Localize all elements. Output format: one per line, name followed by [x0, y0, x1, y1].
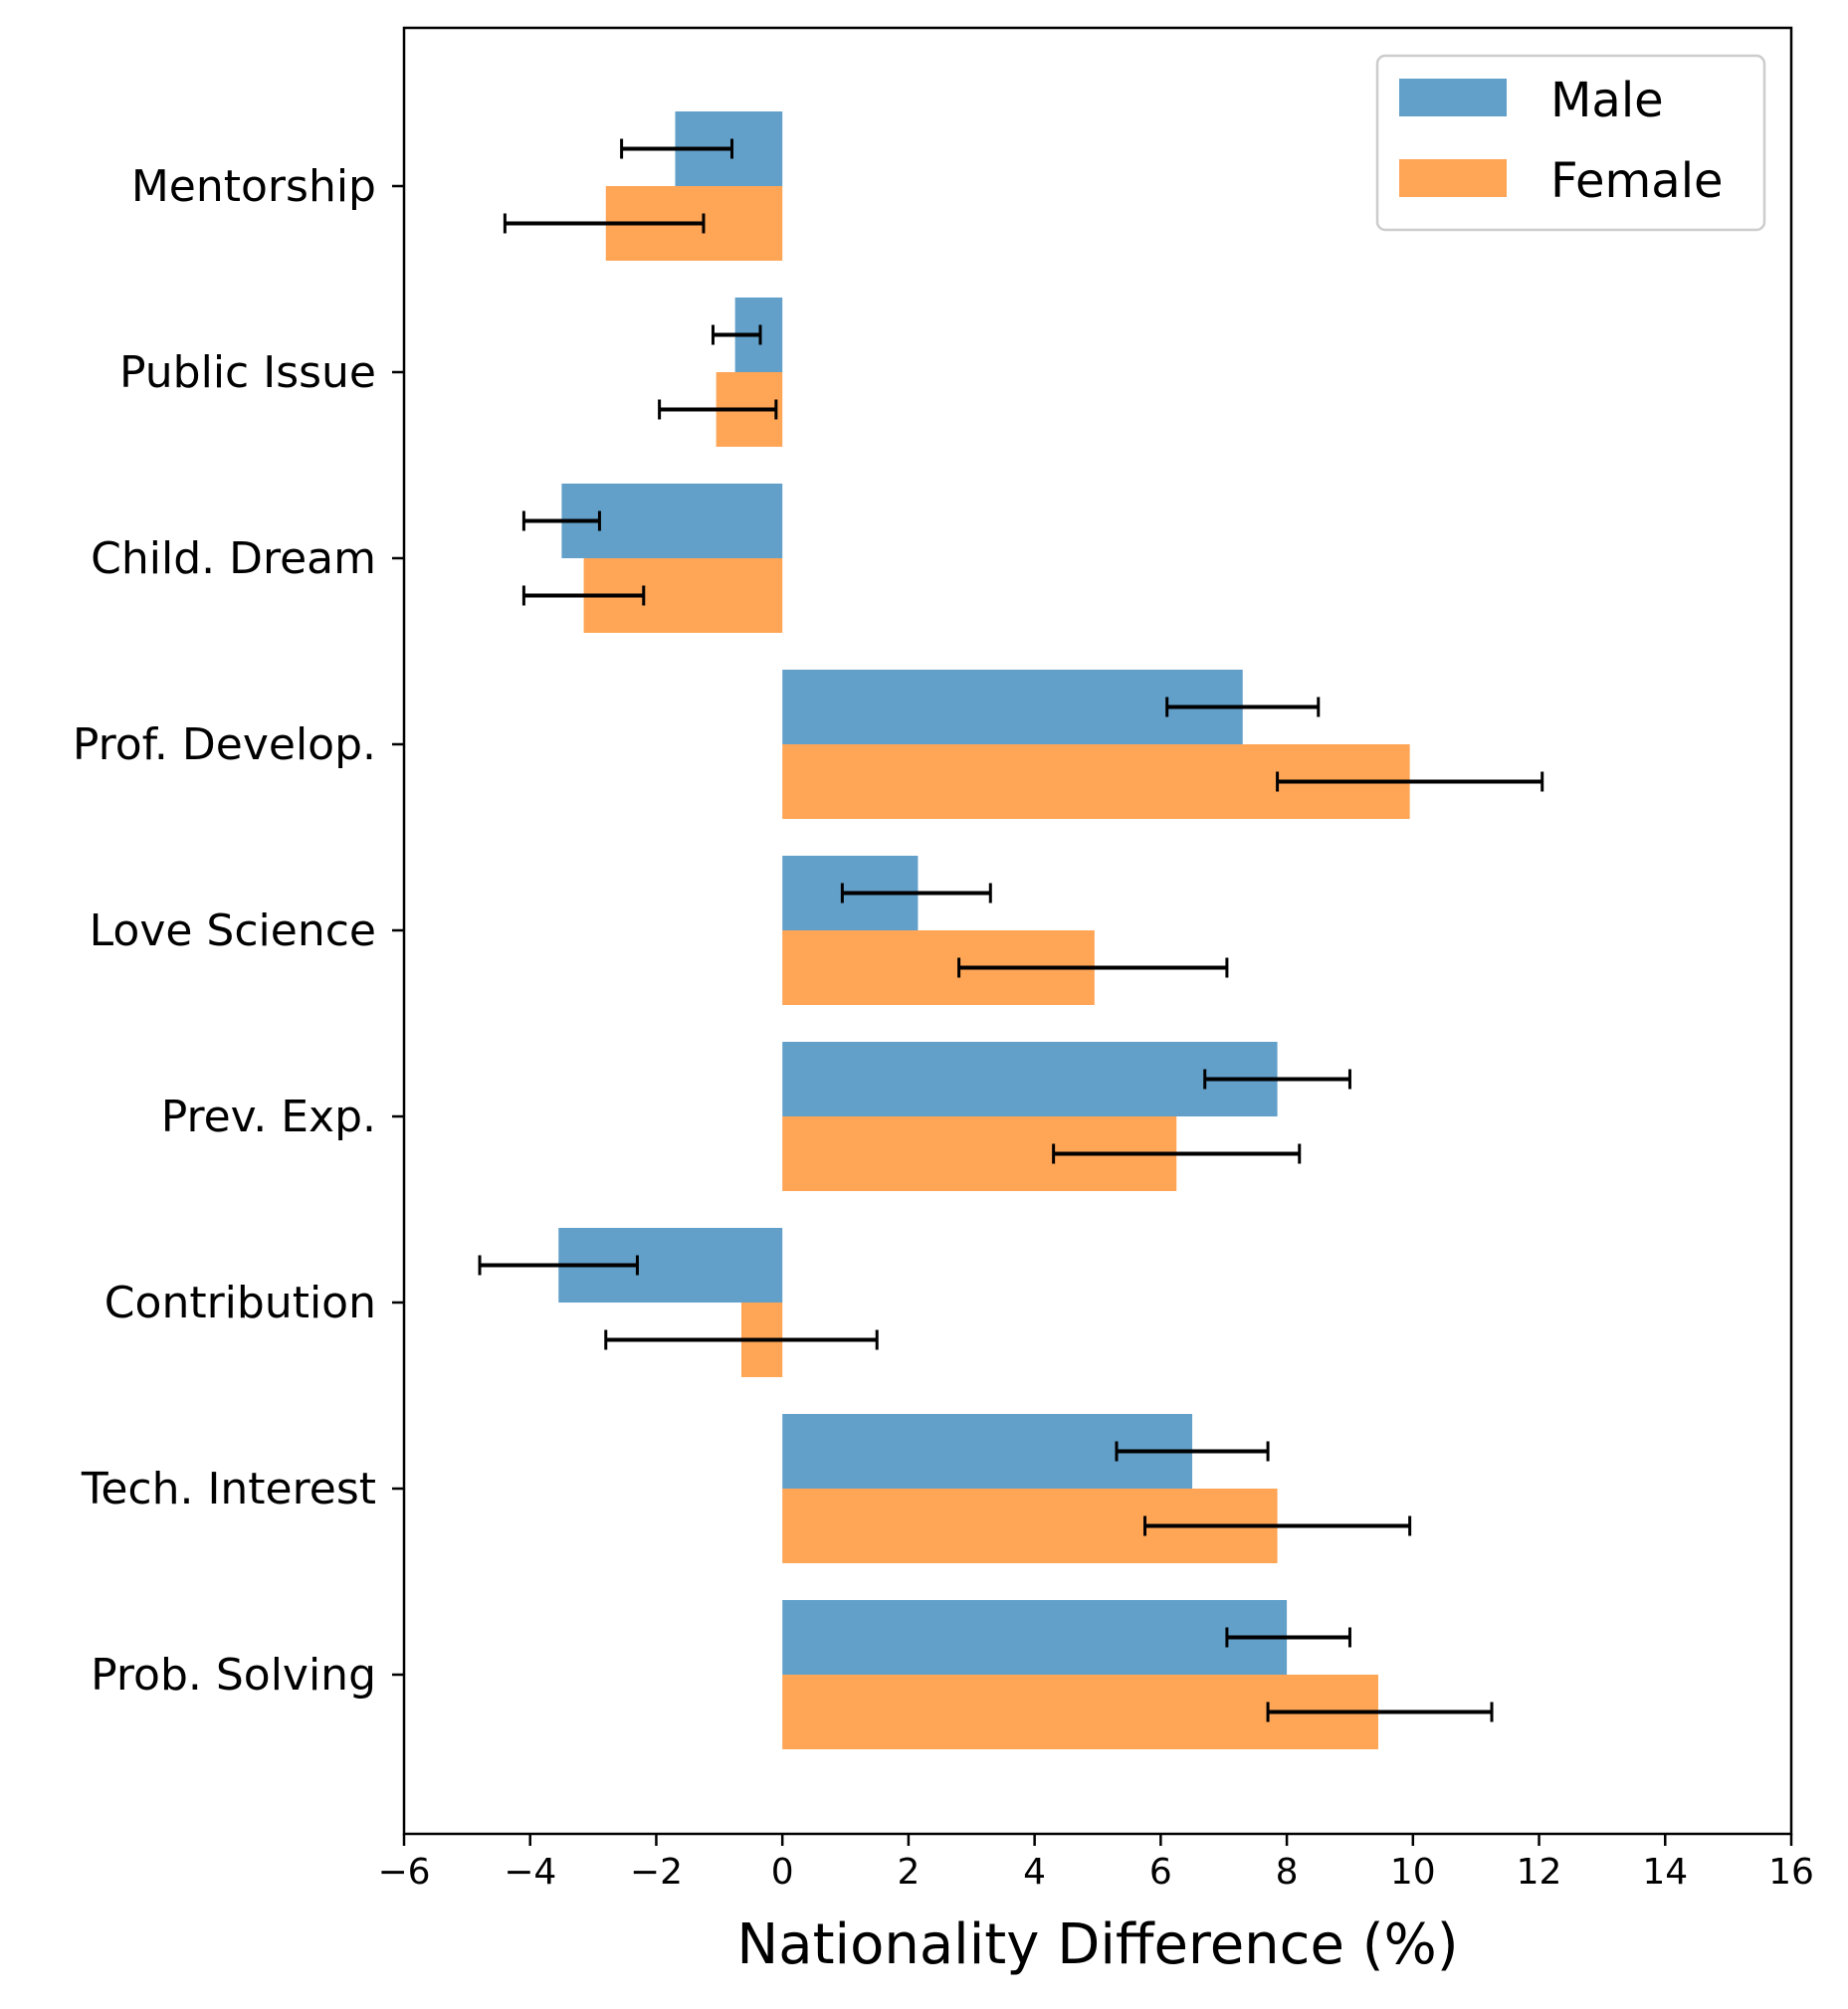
- xtick-label-9: 12: [1517, 1852, 1562, 1893]
- xtick-label-6: 6: [1149, 1852, 1172, 1893]
- xtick-label-2: −2: [630, 1852, 683, 1893]
- y-axis: Mentorship Public Issue Child. Dream Prof. …: [73, 161, 404, 1701]
- error-bar-public-issue-female: [658, 399, 778, 420]
- ytick-label-prob-solving: Prob. Solving: [91, 1650, 376, 1701]
- legend-label-male: Male: [1550, 73, 1664, 128]
- xtick-label-10: 14: [1642, 1852, 1688, 1893]
- bars-layer: [558, 111, 1410, 1749]
- error-bar-mentorship-male: [620, 138, 733, 159]
- ytick-label-public-issue: Public Issue: [119, 347, 376, 398]
- ytick-label-prev-exp: Prev. Exp.: [161, 1092, 376, 1142]
- xtick-label-3: 0: [771, 1852, 794, 1893]
- error-bar-love-science-female: [957, 957, 1229, 978]
- ytick-label-contribution: Contribution: [104, 1278, 376, 1328]
- error-bar-prof-develop-female: [1276, 771, 1544, 792]
- xtick-label-8: 10: [1390, 1852, 1436, 1893]
- xtick-label-1: −4: [504, 1852, 556, 1893]
- error-bar-love-science-male: [840, 883, 992, 904]
- error-bar-tech-interest-female: [1143, 1515, 1412, 1536]
- legend-swatch-female: [1399, 159, 1507, 197]
- error-bar-child-dream-male: [521, 510, 601, 531]
- legend-label-female: Female: [1550, 153, 1724, 209]
- ytick-label-love-science: Love Science: [90, 905, 376, 956]
- error-bar-prof-develop-male: [1165, 697, 1321, 717]
- bar-prev-exp-male: [782, 1042, 1278, 1116]
- error-bar-prob-solving-female: [1266, 1702, 1494, 1722]
- xtick-label-4: 2: [897, 1852, 920, 1893]
- legend-swatch-male: [1399, 79, 1507, 116]
- xtick-label-5: 4: [1023, 1852, 1046, 1893]
- bar-prob-solving-male: [782, 1600, 1288, 1675]
- xtick-label-11: 16: [1768, 1852, 1814, 1893]
- error-bar-prev-exp-female: [1052, 1143, 1302, 1164]
- error-bar-contribution-male: [478, 1255, 639, 1276]
- ytick-label-tech-interest: Tech. Interest: [81, 1464, 376, 1514]
- error-bar-contribution-female: [604, 1329, 879, 1350]
- error-bar-child-dream-female: [521, 585, 646, 606]
- x-axis-title: Nationality Difference (%): [736, 1912, 1458, 1977]
- ytick-label-mentorship: Mentorship: [131, 161, 376, 212]
- error-bar-prev-exp-male: [1203, 1069, 1351, 1090]
- error-bar-tech-interest-male: [1115, 1441, 1270, 1462]
- xtick-label-7: 8: [1276, 1852, 1299, 1893]
- error-bar-prob-solving-male: [1225, 1627, 1351, 1648]
- legend: Male Female: [1375, 54, 1766, 232]
- ytick-label-prof-develop: Prof. Develop.: [73, 719, 376, 770]
- ytick-label-child-dream: Child. Dream: [91, 533, 376, 584]
- x-axis: −6 −4 −2 0 2 4 6 8 10 12 14 16: [377, 1834, 1814, 1893]
- error-bars-layer: [478, 138, 1544, 1722]
- xtick-label-0: −6: [377, 1852, 430, 1893]
- error-bar-mentorship-female: [503, 213, 706, 234]
- error-bar-public-issue-male: [711, 324, 762, 345]
